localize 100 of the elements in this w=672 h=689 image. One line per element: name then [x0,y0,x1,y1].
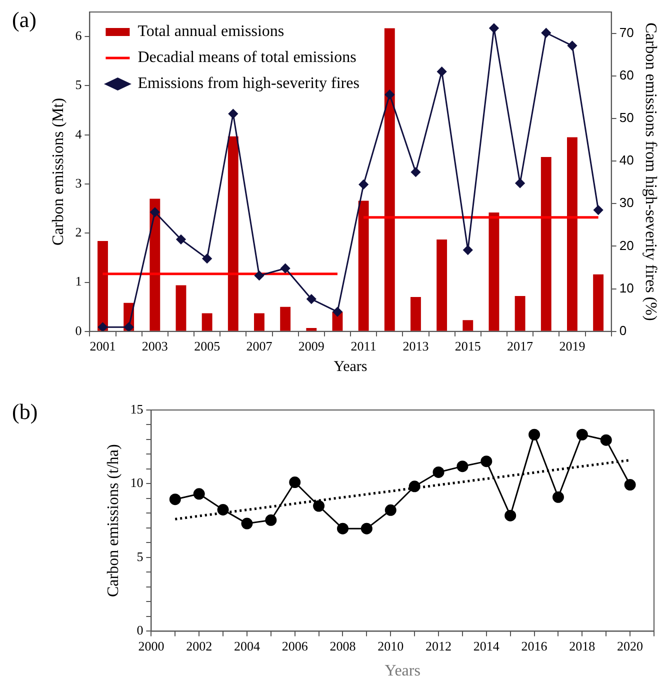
point [463,245,473,255]
point [358,180,368,190]
point [124,322,134,332]
legend-label: Total annual emissions [138,23,284,40]
x-tick-label: 2008 [330,638,356,654]
bar [384,28,395,331]
point [313,500,325,512]
point [169,494,181,506]
bar [514,296,526,331]
point [193,488,205,500]
y2-axis-title: Carbon emissions from high-severity fires (%) [642,22,660,321]
x-tick-label: 2001 [90,338,116,354]
y-tick-label: 0 [75,322,82,338]
bar [202,313,212,331]
x-tick-label: 2013 [402,338,429,354]
bar [410,297,421,331]
y2-tick-label: 40 [619,152,634,168]
point [150,207,160,217]
point [541,28,551,38]
bar [176,285,186,331]
point [202,254,212,264]
point [241,518,253,530]
point [336,522,348,534]
x-axis-title: Years [334,358,368,375]
point [265,514,277,526]
y2-tick-label: 50 [619,110,634,126]
x-tick-label: 2014 [473,638,500,654]
point [594,205,604,215]
bar [150,198,160,331]
x-tick-label: 2017 [507,338,534,354]
y2-tick-label: 60 [619,67,634,82]
y-tick-label: 0 [136,622,144,638]
y-tick-label: 3 [75,175,82,190]
x-axis-title: Years [384,662,420,680]
point [408,480,420,492]
point [410,167,420,177]
point [504,510,516,522]
bar [358,200,369,331]
x-tick-label: 2018 [569,638,596,654]
point [98,322,108,332]
y-tick-label: 4 [75,126,82,142]
point [624,479,636,491]
bar [436,240,448,331]
point [289,476,301,488]
x-tick-label: 2000 [138,638,164,654]
y-tick-label: 5 [75,77,82,92]
point [567,40,577,50]
bar [462,320,474,331]
x-tick-label: 2019 [559,338,586,354]
x-tick-label: 2011 [350,338,376,354]
point [456,460,468,472]
point [228,109,238,119]
bar [306,328,317,331]
x-tick-label: 2005 [194,338,220,354]
y2-tick-label: 30 [619,195,634,210]
point [384,504,396,516]
y-axis-title: Carbon emissions (t/ha) [104,444,122,598]
bar [98,240,108,331]
x-tick-label: 2015 [454,338,481,354]
point [432,466,444,478]
x-tick-label: 2003 [142,338,168,354]
point [437,66,447,76]
x-tick-label: 2020 [617,638,644,654]
point [576,428,588,440]
y-tick-label: 2 [75,224,82,240]
y-tick-label: 5 [136,548,144,564]
y2-tick-label: 70 [619,24,634,40]
x-tick-label: 2016 [521,638,548,654]
point [552,491,564,503]
point [306,294,316,304]
text: (b) [12,398,38,424]
bar [280,306,291,331]
x-tick-label: 2007 [246,338,273,354]
x-tick-label: 2012 [426,638,452,654]
point [217,504,229,516]
y2-tick-label: 10 [619,280,634,296]
point [515,178,525,188]
legend-label: Decadial means of total emissions [138,49,356,66]
text: (a) [12,6,36,32]
y2-tick-label: 0 [619,322,627,338]
point [600,434,612,446]
point [254,270,264,280]
point [332,307,342,317]
x-tick-label: 2006 [282,638,308,654]
y-tick-label: 10 [130,475,144,490]
y2-tick-label: 20 [619,238,634,253]
point [176,234,186,244]
bar [488,212,500,331]
point [280,264,290,274]
bar [254,313,264,331]
bar [593,274,604,331]
x-tick-label: 2009 [298,338,324,354]
bar [567,137,578,331]
bar [540,156,552,331]
point [360,522,372,534]
x-tick-label: 2010 [378,638,404,654]
y-tick-label: 15 [130,401,144,416]
legend-label: Emissions from high-severity fires [138,75,360,92]
y-axis-title: Carbon emissions (Mt) [50,98,67,246]
point [480,456,492,468]
